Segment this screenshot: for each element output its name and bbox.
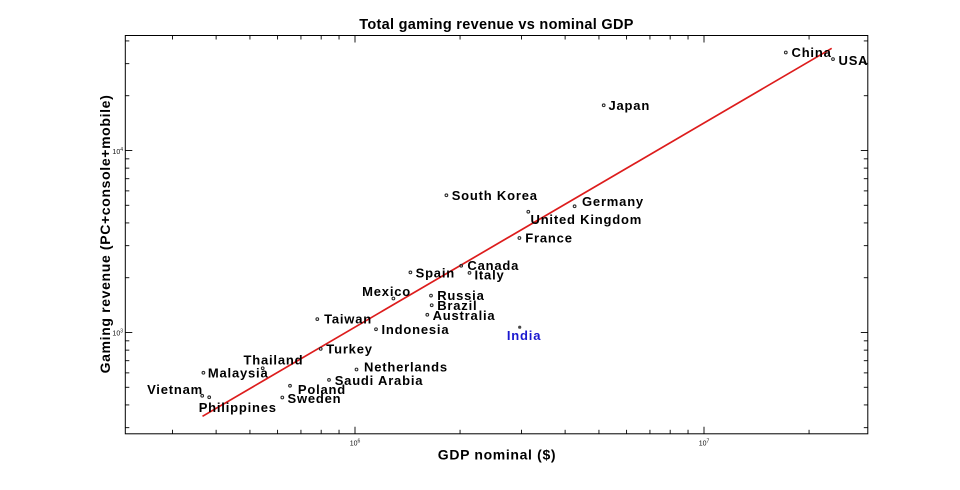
svg-text:Germany: Germany bbox=[582, 194, 644, 209]
svg-text:Australia: Australia bbox=[433, 308, 496, 323]
svg-text:Taiwan: Taiwan bbox=[324, 312, 372, 327]
svg-text:Turkey: Turkey bbox=[326, 342, 372, 357]
svg-text:Vietnam: Vietnam bbox=[147, 382, 203, 397]
svg-text:Spain: Spain bbox=[416, 265, 455, 280]
svg-text:Thailand: Thailand bbox=[244, 353, 304, 368]
svg-text:Malaysia: Malaysia bbox=[208, 366, 269, 381]
svg-text:Gaming revenue (PC+console+mob: Gaming revenue (PC+console+mobile) bbox=[97, 95, 113, 374]
svg-text:Mexico: Mexico bbox=[362, 284, 411, 299]
svg-text:France: France bbox=[525, 230, 572, 245]
svg-text:Poland: Poland bbox=[298, 382, 346, 397]
svg-text:South Korea: South Korea bbox=[452, 188, 538, 203]
svg-text:Netherlands: Netherlands bbox=[364, 359, 448, 374]
svg-text:Japan: Japan bbox=[609, 98, 651, 113]
svg-text:103: 103 bbox=[112, 328, 123, 337]
svg-text:China: China bbox=[792, 45, 832, 60]
svg-text:United Kingdom: United Kingdom bbox=[531, 212, 643, 227]
svg-text:Total gaming revenue vs nomina: Total gaming revenue vs nominal GDP bbox=[359, 17, 634, 33]
svg-text:Indonesia: Indonesia bbox=[382, 322, 450, 337]
svg-text:Philippines: Philippines bbox=[199, 400, 277, 415]
svg-text:107: 107 bbox=[699, 439, 710, 448]
svg-text:104: 104 bbox=[112, 147, 123, 156]
svg-text:Brazil: Brazil bbox=[437, 298, 477, 313]
svg-text:Canada: Canada bbox=[467, 258, 519, 273]
svg-text:GDP nominal ($): GDP nominal ($) bbox=[438, 447, 556, 463]
svg-text:Italy: Italy bbox=[475, 268, 505, 283]
svg-text:Sweden: Sweden bbox=[288, 391, 342, 406]
svg-text:India: India bbox=[507, 328, 541, 343]
svg-text:Saudi Arabia: Saudi Arabia bbox=[335, 373, 424, 388]
svg-text:USA: USA bbox=[839, 53, 869, 68]
svg-text:106: 106 bbox=[350, 439, 361, 448]
svg-text:Russia: Russia bbox=[437, 288, 484, 303]
